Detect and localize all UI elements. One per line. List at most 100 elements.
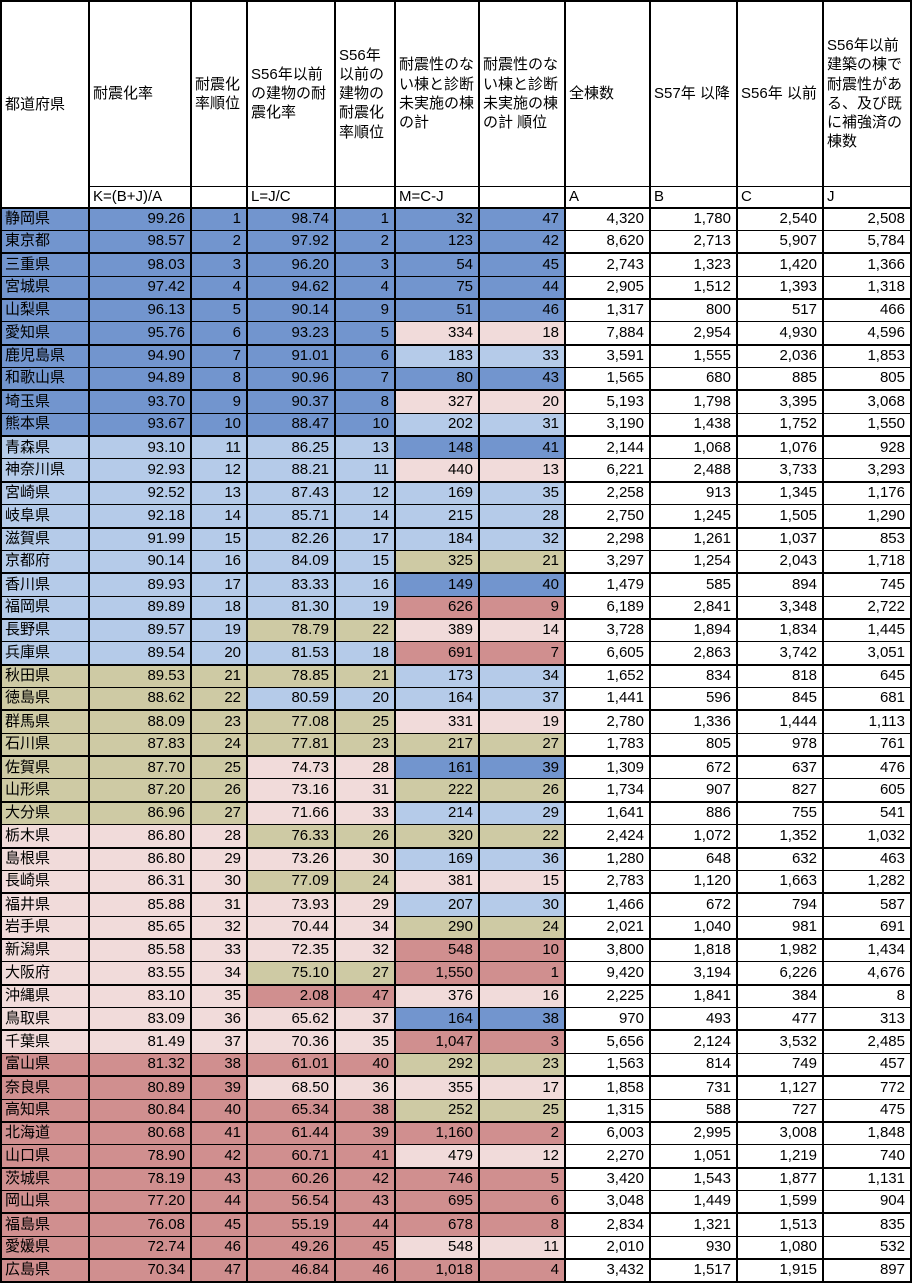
seismic-rate-cell: 91.99 [88,526,192,551]
all-buildings-cell: 1,315 [564,1098,651,1123]
seismic-rate-cell: 89.54 [88,641,192,666]
resistant-pre-s56-cell: 1,032 [822,824,912,849]
s57-after-cell: 2,841 [649,595,738,620]
table-row: 佐賀県 87.70 25 74.73 28 161 39 1,309 672 637 476 [0,755,912,780]
pre-s56-rate-rank-cell: 16 [334,572,396,597]
resistant-pre-s56-cell: 1,445 [822,617,912,643]
all-buildings-cell: 3,420 [564,1166,651,1191]
pre-s56-rate-cell: 70.36 [246,1029,336,1054]
all-buildings-cell: 1,317 [564,297,651,323]
pre-s56-rate-rank-cell: 36 [334,1075,396,1100]
all-buildings-cell: 7,884 [564,321,651,346]
s56-before-cell: 1,444 [736,709,824,734]
seismic-rate-rank-cell: 24 [190,732,248,757]
s56-before-cell: 749 [736,1052,824,1077]
s57-after-cell: 1,798 [649,389,738,414]
seismic-rate-cell: 98.03 [88,252,192,277]
s57-after-cell: 2,863 [649,641,738,666]
seismic-rate-cell: 83.09 [88,1007,192,1031]
seismic-rate-rank-cell: 45 [190,1212,248,1237]
nonresistant-total-cell: 355 [394,1075,480,1100]
nonresistant-total-cell: 183 [394,343,480,369]
table-row: 京都府 90.14 16 84.09 15 325 21 3,297 1,254 2,043 1,7… [0,549,912,574]
nonresistant-total-rank-cell: 43 [478,367,566,391]
pre-s56-rate-rank-cell: 11 [334,458,396,483]
seismic-rate-cell: 83.10 [88,983,192,1009]
prefecture-cell: 北海道 [0,1120,90,1146]
all-buildings-cell: 1,563 [564,1052,651,1077]
resistant-pre-s56-cell: 587 [822,892,912,917]
resistant-pre-s56-cell: 1,290 [822,504,912,529]
nonresistant-total-cell: 389 [394,617,480,643]
pre-s56-rate-cell: 77.09 [246,869,336,894]
table-row: 奈良県 80.89 39 68.50 36 355 17 1,858 731 1,127 772 [0,1075,912,1100]
formula-l-rank [334,185,396,209]
pre-s56-rate-cell: 70.44 [246,915,336,940]
nonresistant-total-cell: 252 [394,1098,480,1123]
s56-before-cell: 1,513 [736,1212,824,1237]
prefecture-cell: 高知県 [0,1098,90,1123]
prefecture-cell: 青森県 [0,435,90,460]
col-header-resistant-pre-s56: S56年以前 建築の棟で 耐震性がある、及び既 に補強済の棟数 [822,0,912,187]
seismic-rate-cell: 92.93 [88,458,192,483]
table-row: 鹿児島県 94.90 7 91.01 6 183 33 3,591 1,555 2,036 1,85… [0,343,912,369]
pre-s56-rate-rank-cell: 27 [334,961,396,986]
nonresistant-total-rank-cell: 44 [478,275,566,300]
nonresistant-total-cell: 320 [394,824,480,849]
prefecture-cell: 千葉県 [0,1029,90,1054]
s56-before-cell: 818 [736,663,824,689]
nonresistant-total-rank-cell: 18 [478,321,566,346]
nonresistant-total-rank-cell: 38 [478,1007,566,1031]
s57-after-cell: 834 [649,663,738,689]
col-header-s56-before: S56年 以前 [736,0,824,187]
seismic-rate-cell: 88.62 [88,687,192,711]
table-row: 宮城県 97.42 4 94.62 4 75 44 2,905 1,512 1,393 1,318 [0,275,912,300]
resistant-pre-s56-cell: 1,550 [822,412,912,437]
resistant-pre-s56-cell: 605 [822,778,912,803]
all-buildings-cell: 2,780 [564,709,651,734]
nonresistant-total-rank-cell: 37 [478,687,566,711]
prefecture-cell: 鹿児島県 [0,343,90,369]
resistant-pre-s56-cell: 681 [822,687,912,711]
seismic-rate-cell: 86.31 [88,869,192,894]
pre-s56-rate-cell: 65.34 [246,1098,336,1123]
nonresistant-total-cell: 217 [394,732,480,757]
s56-before-cell: 2,036 [736,343,824,369]
nonresistant-total-cell: 184 [394,526,480,551]
prefecture-cell: 島根県 [0,846,90,871]
nonresistant-total-rank-cell: 11 [478,1235,566,1260]
seismic-rate-cell: 98.57 [88,229,192,254]
seismic-rate-cell: 86.80 [88,824,192,849]
pre-s56-rate-rank-cell: 35 [334,1029,396,1054]
prefecture-cell: 群馬県 [0,709,90,734]
seismic-rate-rank-cell: 9 [190,389,248,414]
seismic-rate-cell: 90.14 [88,549,192,574]
table-row: 広島県 70.34 47 46.84 46 1,018 4 3,432 1,517 1,915 89… [0,1258,912,1283]
resistant-pre-s56-cell: 313 [822,1007,912,1031]
nonresistant-total-cell: 222 [394,778,480,803]
table-row: 神奈川県 92.93 12 88.21 11 440 13 6,221 2,488 3,733 3,… [0,458,912,483]
seismic-rate-rank-cell: 34 [190,961,248,986]
resistant-pre-s56-cell: 1,718 [822,549,912,574]
nonresistant-total-rank-cell: 32 [478,526,566,551]
s56-before-cell: 1,219 [736,1144,824,1169]
pre-s56-rate-cell: 87.43 [246,480,336,506]
seismic-rate-cell: 80.84 [88,1098,192,1123]
pre-s56-rate-rank-cell: 38 [334,1098,396,1123]
table-body: 静岡県 99.26 1 98.74 1 32 47 4,320 1,780 2,540 2,508 東… [0,206,912,1283]
pre-s56-rate-cell: 88.47 [246,412,336,437]
table-row: 宮崎県 92.52 13 87.43 12 169 35 2,258 913 1,345 1,176 [0,480,912,506]
seismic-rate-rank-cell: 38 [190,1052,248,1077]
prefecture-cell: 大分県 [0,800,90,826]
s56-before-cell: 3,348 [736,595,824,620]
seismic-rate-cell: 87.70 [88,755,192,780]
table-row: 福岡県 89.89 18 81.30 19 626 9 6,189 2,841 3,348 2,72… [0,595,912,620]
pre-s56-rate-rank-cell: 39 [334,1120,396,1146]
pre-s56-rate-rank-cell: 12 [334,480,396,506]
prefecture-cell: 鳥取県 [0,1007,90,1031]
s56-before-cell: 1,877 [736,1166,824,1191]
seismic-rate-rank-cell: 19 [190,617,248,643]
s57-after-cell: 800 [649,297,738,323]
seismic-rate-rank-cell: 11 [190,435,248,460]
nonresistant-total-rank-cell: 27 [478,732,566,757]
